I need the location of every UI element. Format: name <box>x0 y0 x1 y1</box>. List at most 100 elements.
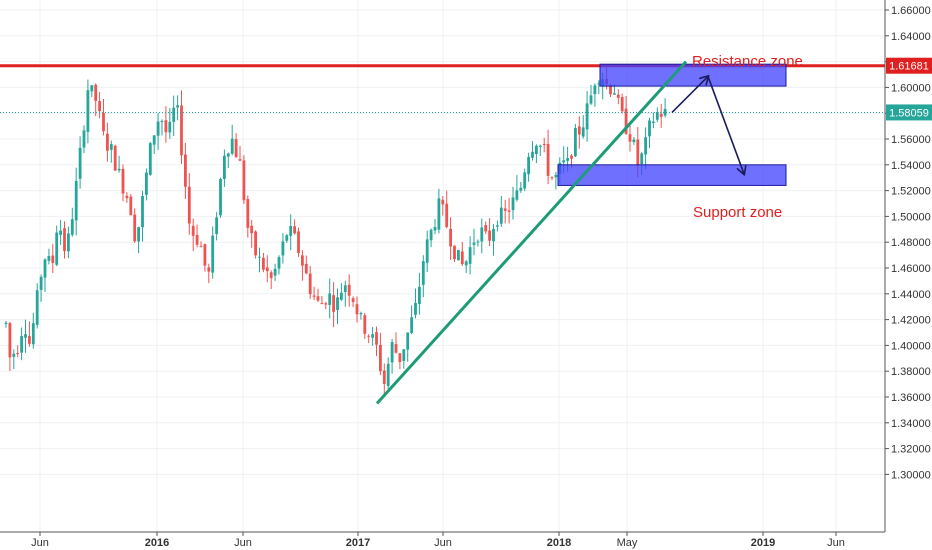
candle-body <box>102 112 105 132</box>
grid-lines <box>0 0 885 532</box>
candle-body <box>98 101 101 111</box>
y-axis: 1.660001.640001.620001.600001.580001.560… <box>885 5 931 481</box>
candle-body <box>316 296 320 301</box>
candle-body <box>347 284 351 296</box>
candle-body <box>293 226 296 234</box>
candle-body <box>35 290 39 325</box>
candle-body <box>398 353 402 363</box>
zones: Resistance zone Support zone <box>557 53 803 221</box>
candle-body <box>535 145 538 154</box>
candle-body <box>199 246 203 248</box>
zone-rect <box>557 164 787 186</box>
candle-body <box>425 239 429 263</box>
candle-body <box>250 225 254 234</box>
candle-body <box>164 120 168 133</box>
candle-body <box>265 267 269 272</box>
candle-body <box>441 199 445 205</box>
y-tick-label: 1.64000 <box>891 31 931 43</box>
candle-body <box>499 207 503 224</box>
candle-body <box>382 370 386 384</box>
x-tick-label: Jun <box>31 537 49 549</box>
candle-body <box>496 225 499 227</box>
candle-body <box>628 134 632 142</box>
candle-body <box>577 126 581 135</box>
candle-body <box>277 257 281 269</box>
candle-body <box>148 143 152 175</box>
candle-body <box>207 267 211 272</box>
candle-body <box>39 276 43 290</box>
candle-body <box>449 228 452 247</box>
candle-body <box>546 143 550 176</box>
candle-body <box>125 195 129 199</box>
x-tick-label: 2018 <box>547 537 571 549</box>
trendline <box>375 60 688 405</box>
candle-body <box>137 226 140 242</box>
candle-body <box>308 273 312 295</box>
candle-body <box>273 268 277 276</box>
candle-body <box>94 84 98 101</box>
candle-body <box>581 127 585 137</box>
candle-body <box>78 147 82 179</box>
zone-rect <box>599 63 787 87</box>
candle-body <box>289 226 293 236</box>
y-tick-label: 1.42000 <box>891 315 931 327</box>
candle-body <box>180 105 183 156</box>
candle-body <box>121 168 125 194</box>
candle-body <box>375 332 378 345</box>
candle-body <box>43 259 47 278</box>
candle-body <box>542 143 546 145</box>
candle-body <box>156 121 160 136</box>
candle-body <box>585 103 589 130</box>
candle-body <box>246 199 250 228</box>
candle-body <box>363 315 367 334</box>
candle-body <box>464 261 468 266</box>
candle-body <box>215 217 218 234</box>
candle-body <box>343 285 347 293</box>
candle-body <box>616 94 620 98</box>
candle-body <box>285 235 289 241</box>
y-tick-label: 1.50000 <box>891 211 931 223</box>
candle-body <box>511 197 515 211</box>
candle-body <box>47 256 51 261</box>
candle-body <box>503 208 507 211</box>
y-tick-label: 1.66000 <box>891 5 931 17</box>
candle-body <box>133 214 137 242</box>
candle-body <box>457 249 460 261</box>
candle-body <box>117 168 121 171</box>
candle-body <box>262 257 265 270</box>
candle-body <box>593 85 597 95</box>
candle-body <box>437 198 441 230</box>
candle-body <box>433 227 437 231</box>
candle-body <box>468 247 472 264</box>
candle-body <box>367 335 371 337</box>
candle-body <box>8 323 12 358</box>
candle-body <box>324 303 328 305</box>
y-tick-label: 1.40000 <box>891 340 931 352</box>
x-tick-label: May <box>617 537 638 549</box>
x-axis: Jun 2016 Jun 2017 Jun 2018 May 2019 Jun <box>31 532 845 549</box>
candle-body <box>340 292 343 300</box>
candle-body <box>386 363 390 386</box>
x-tick-label: Jun <box>827 537 845 549</box>
candle-body <box>351 298 355 302</box>
candle-body <box>655 111 659 120</box>
candle-body <box>141 195 144 228</box>
x-tick-label: Jun <box>234 537 252 549</box>
candle-body <box>12 353 16 357</box>
candle-body <box>472 242 476 245</box>
y-tick-label: 1.36000 <box>891 392 931 404</box>
candle-body <box>624 108 628 134</box>
y-tick-label: 1.32000 <box>891 444 931 456</box>
candle-body <box>304 263 308 274</box>
drawings <box>375 60 744 405</box>
candle-body <box>480 227 484 242</box>
candle-body <box>484 225 488 232</box>
candle-body <box>28 336 31 344</box>
candle-body <box>597 83 601 85</box>
candle-body <box>176 105 179 108</box>
candle-body <box>258 256 261 258</box>
candle-body <box>648 120 651 137</box>
candle-body <box>414 302 417 315</box>
candle-body <box>254 231 257 256</box>
